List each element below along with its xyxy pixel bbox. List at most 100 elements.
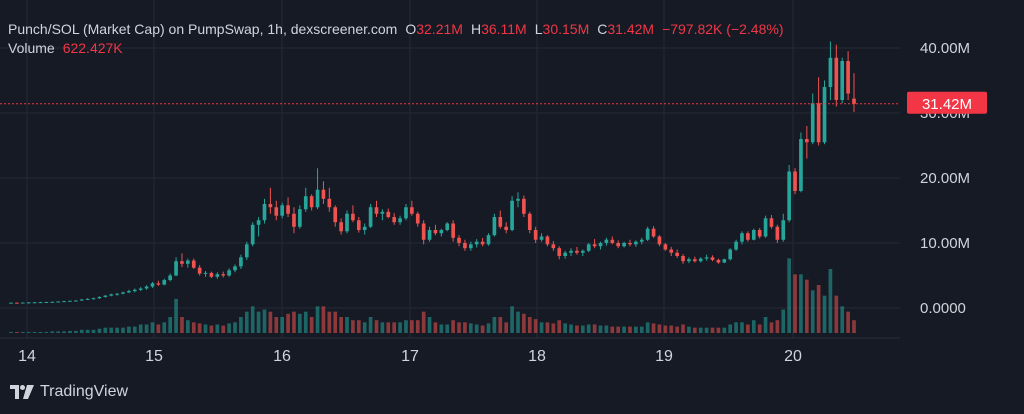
volume-bar bbox=[545, 322, 550, 333]
volume-value: 622.427K bbox=[62, 40, 123, 56]
candle-body bbox=[557, 248, 562, 256]
candle-body bbox=[457, 237, 461, 243]
candle bbox=[463, 239, 467, 251]
candle-body bbox=[79, 299, 84, 301]
candle-body bbox=[474, 241, 479, 245]
candle bbox=[127, 289, 131, 294]
volume-bar bbox=[415, 320, 420, 333]
candle bbox=[522, 195, 526, 217]
volume-label: Volume bbox=[8, 40, 55, 56]
volume-bar bbox=[757, 324, 762, 333]
candle-body bbox=[303, 196, 308, 210]
volume-bar bbox=[763, 317, 768, 333]
candle-body bbox=[799, 139, 803, 191]
volume-bar bbox=[846, 311, 850, 333]
volume-bar bbox=[669, 325, 674, 333]
candle-body bbox=[610, 239, 615, 243]
candle-body bbox=[710, 257, 715, 260]
candle bbox=[44, 301, 49, 304]
candle-body bbox=[209, 272, 214, 277]
volume-bar bbox=[398, 322, 402, 333]
candle-body bbox=[345, 213, 349, 232]
volume-bar bbox=[463, 322, 467, 333]
candle bbox=[280, 202, 285, 219]
volume-bar bbox=[115, 327, 119, 333]
tradingview-logo[interactable]: TradingView bbox=[10, 383, 128, 401]
volume-bar bbox=[20, 331, 25, 333]
candle-body bbox=[380, 211, 385, 214]
candle bbox=[20, 302, 25, 304]
candle-body bbox=[834, 57, 839, 100]
candle bbox=[327, 187, 332, 212]
volume-bar bbox=[687, 326, 691, 333]
x-tick-label: 19 bbox=[655, 348, 673, 365]
volume-bar bbox=[828, 269, 833, 333]
volume-bar bbox=[203, 324, 208, 333]
candle-body bbox=[746, 233, 750, 240]
candle-body bbox=[32, 302, 37, 304]
volume-bar bbox=[793, 274, 797, 333]
volume-bar bbox=[610, 326, 615, 333]
candle-body bbox=[103, 295, 108, 297]
low-label: L bbox=[534, 21, 543, 37]
volume-bar bbox=[675, 326, 679, 333]
candle-body bbox=[634, 241, 638, 245]
volume-bar bbox=[268, 311, 273, 333]
volume-bar bbox=[445, 324, 450, 333]
candle-body bbox=[639, 239, 644, 242]
volume-bar bbox=[103, 327, 108, 333]
time-axis-background bbox=[0, 338, 1024, 414]
open-value: 32.21M bbox=[416, 21, 463, 37]
volume-bar bbox=[339, 317, 343, 333]
candle-body bbox=[704, 257, 709, 259]
candle bbox=[250, 222, 255, 247]
volume-bar bbox=[215, 324, 220, 333]
volume-bar bbox=[79, 329, 84, 333]
candle-body bbox=[463, 243, 467, 249]
candle bbox=[79, 298, 84, 301]
candle bbox=[115, 293, 119, 296]
candle bbox=[26, 302, 31, 304]
candle bbox=[62, 300, 66, 303]
candle bbox=[575, 246, 579, 255]
candle bbox=[410, 200, 414, 216]
candle-body bbox=[115, 293, 119, 295]
candle bbox=[787, 165, 791, 223]
candle bbox=[816, 77, 821, 146]
candle bbox=[586, 243, 591, 253]
candle-body bbox=[374, 207, 379, 214]
candle bbox=[439, 228, 444, 237]
volume-bar bbox=[486, 323, 491, 333]
volume-bar bbox=[468, 323, 473, 333]
volume-bar bbox=[852, 320, 856, 333]
volume-bar bbox=[109, 327, 114, 333]
candle bbox=[580, 249, 585, 256]
volume-bar bbox=[716, 327, 721, 333]
candle-body bbox=[15, 302, 19, 304]
candle-body bbox=[44, 302, 49, 304]
candle bbox=[840, 57, 845, 104]
candle-body bbox=[268, 204, 273, 208]
volume-bar bbox=[74, 330, 78, 333]
x-tick-label: 17 bbox=[401, 348, 419, 365]
volume-bar bbox=[321, 306, 326, 333]
volume-bar bbox=[740, 322, 744, 333]
candle bbox=[268, 187, 273, 214]
candle-body bbox=[539, 236, 544, 240]
candle-body bbox=[598, 243, 603, 247]
volume-bar bbox=[38, 331, 43, 333]
time-axis[interactable]: 14 15 16 17 18 19 20 bbox=[18, 348, 802, 365]
candle bbox=[693, 256, 697, 263]
volume-bar bbox=[604, 325, 609, 333]
candle bbox=[404, 204, 408, 221]
volume-bar bbox=[26, 331, 31, 333]
candle-body bbox=[274, 207, 279, 216]
candle-body bbox=[38, 302, 43, 304]
candle-body bbox=[244, 244, 249, 258]
volume-bar bbox=[186, 320, 190, 333]
last-price-tag-text: 31.42M bbox=[922, 96, 972, 113]
volume-bar bbox=[368, 317, 373, 333]
grid bbox=[0, 0, 900, 338]
candle-body bbox=[740, 233, 744, 242]
